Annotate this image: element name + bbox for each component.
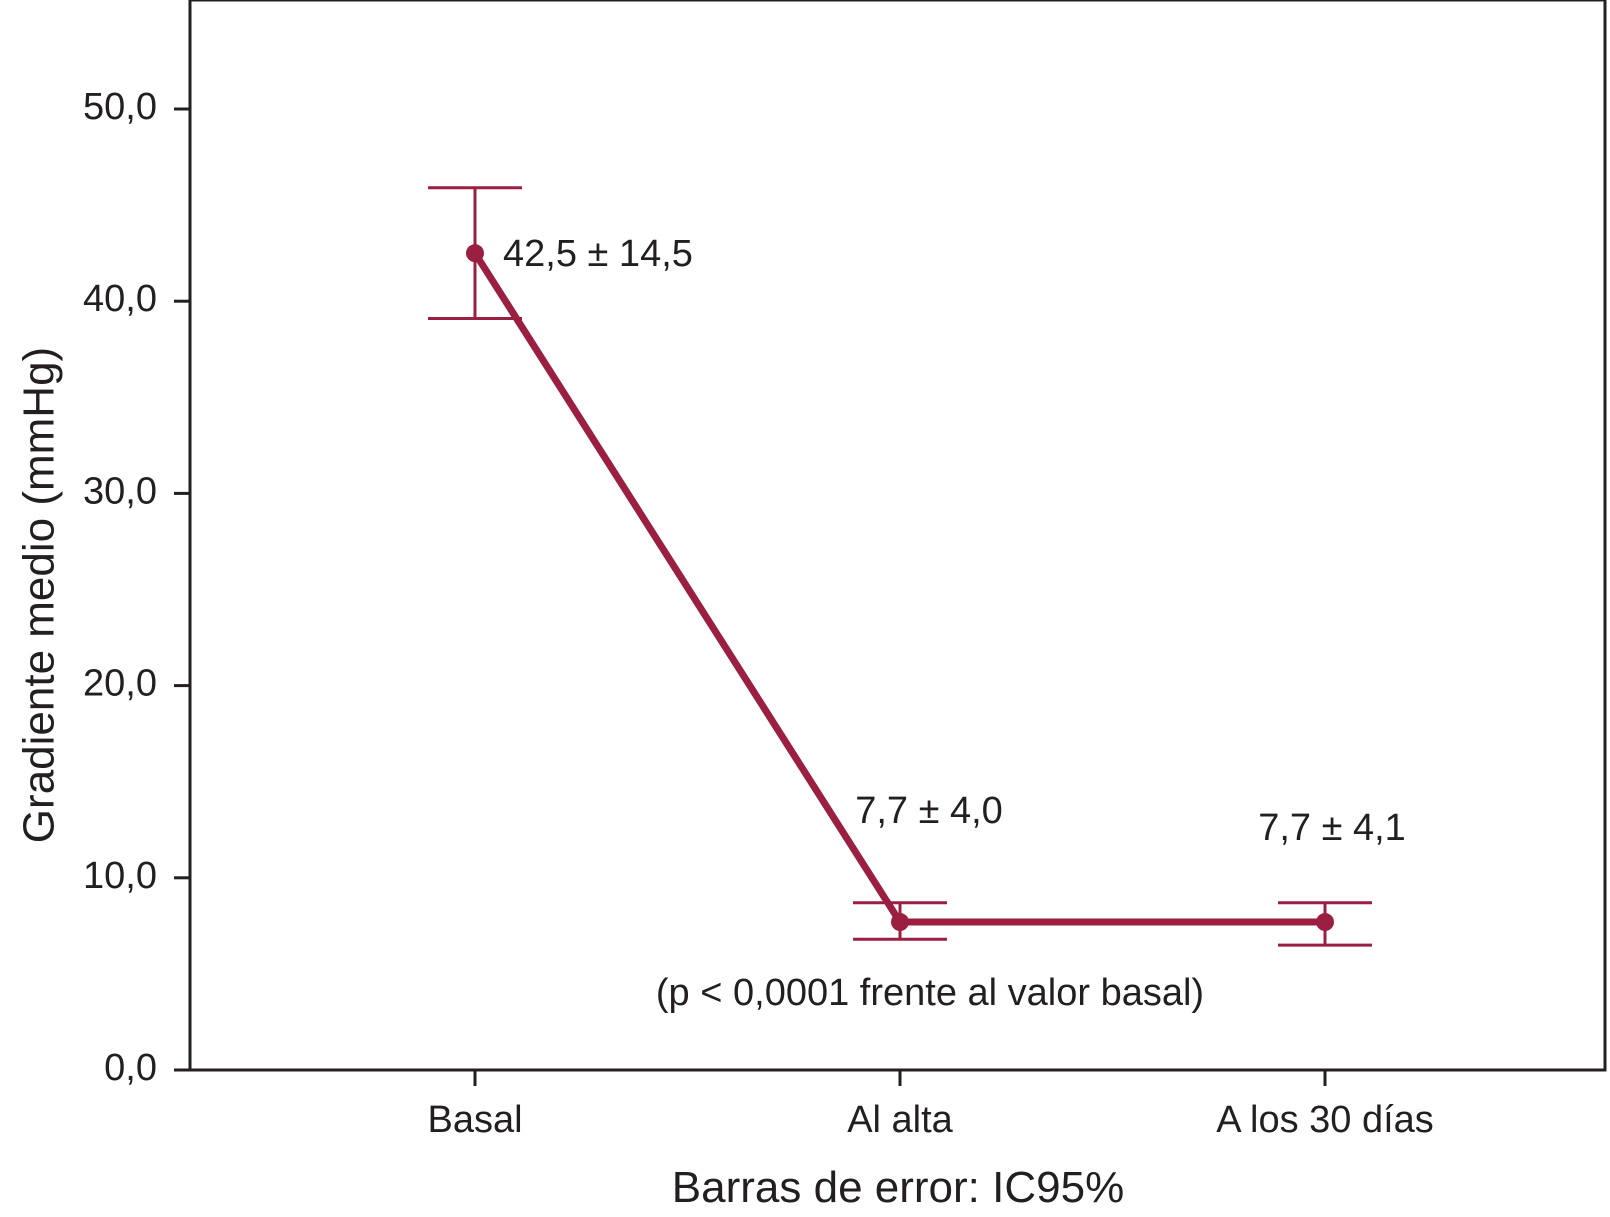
p-value-annotation: (p < 0,0001 frente al valor basal) [656,972,1204,1014]
data-label: 42,5 ± 14,5 [503,233,693,275]
y-tick-label: 30,0 [83,470,157,512]
x-axis: Basal Al alta A los 30 días [427,1070,1434,1141]
plot-frame [188,0,1607,1072]
y-tick-label: 40,0 [83,278,157,320]
y-tick-label: 20,0 [83,663,157,705]
y-axis: 0,0 10,0 20,0 30,0 40,0 50,0 [83,86,190,1089]
data-labels: 42,5 ± 14,5 7,7 ± 4,0 7,7 ± 4,1 [503,233,1406,849]
y-tick-label: 10,0 [83,855,157,897]
x-axis-title: Barras de error: IC95% [672,1163,1124,1212]
data-label: 7,7 ± 4,1 [1258,807,1406,849]
x-tick-label: Al alta [847,1099,953,1141]
data-point [466,244,484,263]
data-label: 7,7 ± 4,0 [855,790,1003,832]
y-tick-label: 50,0 [83,86,157,128]
x-tick-label: A los 30 días [1216,1099,1434,1141]
y-axis-title: Gradiente medio (mmHg) [15,347,64,843]
data-point [891,913,909,932]
data-point [1316,913,1334,932]
x-tick-label: Basal [427,1099,522,1141]
y-tick-label: 0,0 [104,1047,157,1089]
series-group [428,186,1372,947]
